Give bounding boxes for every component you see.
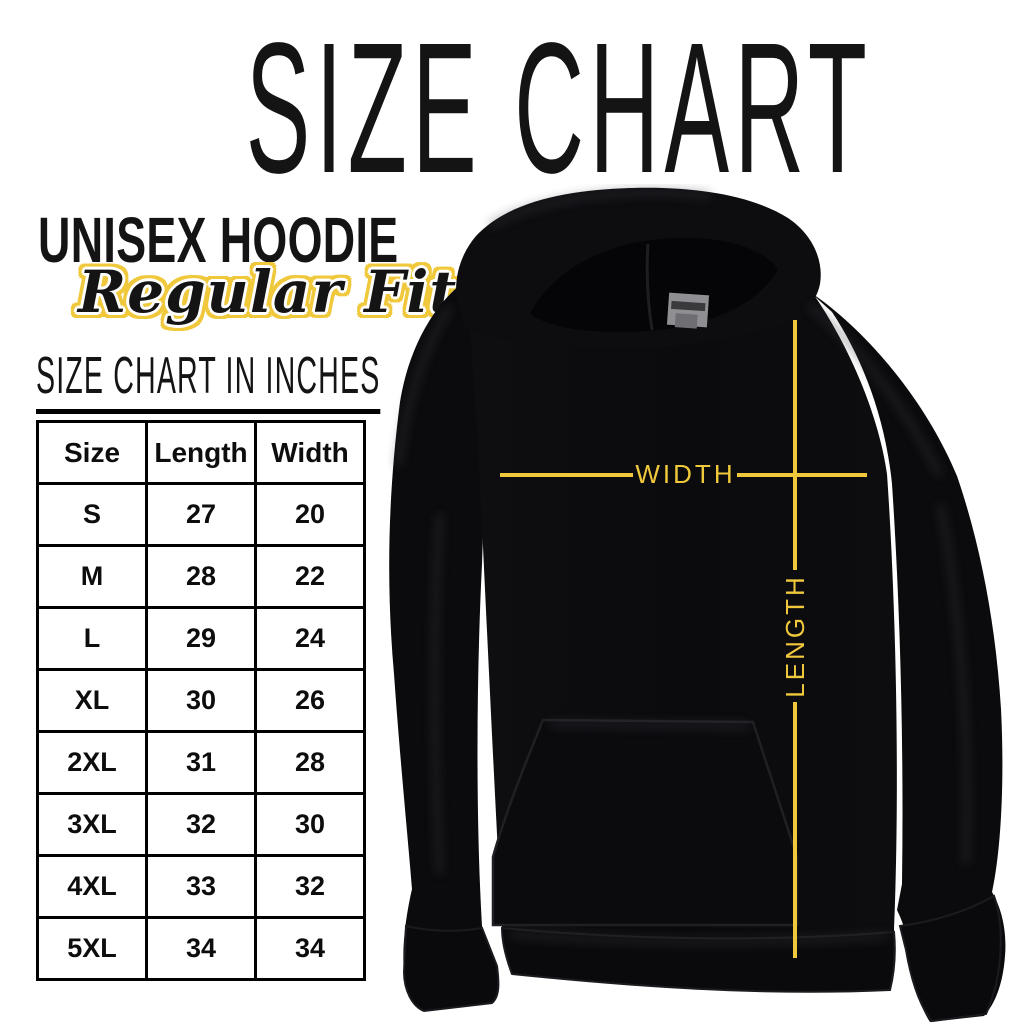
- length-cell: 32: [145, 792, 257, 857]
- size-cell: M: [36, 544, 148, 609]
- size-cell: 3XL: [36, 792, 148, 857]
- neck-tag: [666, 292, 710, 329]
- size-row-l: L 29 24: [36, 606, 366, 671]
- size-cell: 4XL: [36, 854, 148, 919]
- length-cell: 34: [145, 916, 257, 981]
- width-cell: 20: [254, 482, 366, 547]
- length-cell: 29: [145, 606, 257, 671]
- size-cell: 2XL: [36, 730, 148, 795]
- hood-opening: [530, 237, 778, 333]
- product-name-heading: UNISEX HOODIE: [38, 204, 399, 276]
- size-row-m: M 28 22: [36, 544, 366, 609]
- header-row: Size Length Width: [36, 420, 366, 485]
- fabric-highlights: [395, 189, 970, 945]
- page-title: SIZE CHART: [245, 5, 873, 212]
- hoodie-left-cuff: [402, 924, 500, 1013]
- length-cell: 27: [145, 482, 257, 547]
- length-cell: 33: [145, 854, 257, 919]
- width-cell: 28: [254, 730, 366, 795]
- width-cell: 30: [254, 792, 366, 857]
- size-table-head: Size Length Width: [36, 420, 366, 485]
- size-cell: S: [36, 482, 148, 547]
- width-cell: 24: [254, 606, 366, 671]
- length-cell: 30: [145, 668, 257, 733]
- width-cell: 22: [254, 544, 366, 609]
- size-table: Size Length Width S 27 20 M 28 22 L 29 24 XL 30 26 2XL…: [36, 420, 366, 981]
- size-row-5xl: 5XL 34 34: [36, 916, 366, 981]
- length-measure-line-top: [793, 320, 797, 570]
- hoodie-pocket: [491, 718, 799, 927]
- size-row-2xl: 2XL 31 28: [36, 730, 366, 795]
- size-cell: 5XL: [36, 916, 148, 981]
- size-row-xl: XL 30 26: [36, 668, 366, 733]
- size-row-4xl: 4XL 33 32: [36, 854, 366, 919]
- size-table-heading: SIZE CHART IN INCHES: [36, 350, 381, 414]
- column-header-size: Size: [36, 420, 148, 485]
- length-cell: 31: [145, 730, 257, 795]
- width-cell: 34: [254, 916, 366, 981]
- width-measure-line-right: [737, 473, 867, 477]
- width-measure-line-left: [500, 473, 633, 477]
- length-cell: 28: [145, 544, 257, 609]
- column-header-width: Width: [254, 420, 366, 485]
- column-header-length: Length: [145, 420, 257, 485]
- length-measure-line-bottom: [793, 702, 797, 958]
- hoodie-photo: [389, 187, 1006, 1023]
- width-cell: 26: [254, 668, 366, 733]
- product-fit-heading: Regular Fit: [78, 258, 458, 326]
- hoodie-right-sleeve: [810, 292, 1006, 1022]
- hoodie-right-cuff: [898, 894, 1002, 1023]
- hoodie-left-sleeve: [389, 276, 498, 1011]
- size-row-s: S 27 20: [36, 482, 366, 547]
- size-row-3xl: 3XL 32 30: [36, 792, 366, 857]
- width-cell: 32: [254, 854, 366, 919]
- length-measure-label: LENGTH: [780, 574, 810, 698]
- hood-seam: [645, 243, 654, 331]
- size-cell: L: [36, 606, 148, 671]
- size-table-body: S 27 20 M 28 22 L 29 24 XL 30 26 2XL 31 28 3XL 32 30 4XL 33…: [36, 482, 366, 981]
- width-measure-label: WIDTH: [635, 459, 736, 489]
- size-cell: XL: [36, 668, 148, 733]
